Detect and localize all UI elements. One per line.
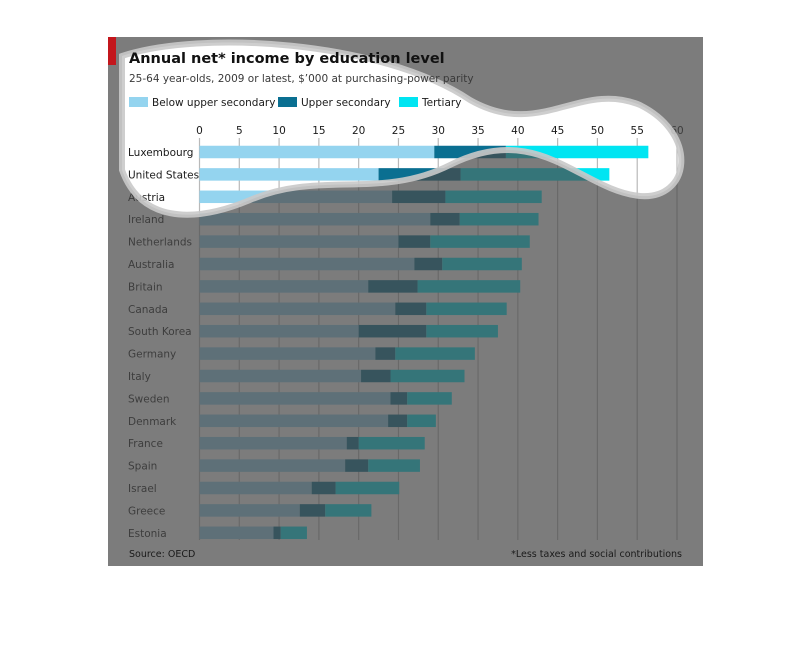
chart-title: Annual net* income by education level bbox=[129, 51, 445, 67]
dim-panel bbox=[108, 37, 703, 566]
corner-accent bbox=[108, 37, 116, 65]
spotlight-outline bbox=[119, 39, 685, 218]
text-layer: Annual net* income by education level 25… bbox=[129, 51, 682, 560]
dim-overlay bbox=[108, 37, 703, 566]
footnote: *Less taxes and social contributions bbox=[511, 549, 682, 560]
chart-subtitle: 25-64 year-olds, 2009 or latest, $’000 a… bbox=[129, 73, 474, 85]
source-note: Source: OECD bbox=[129, 549, 195, 560]
